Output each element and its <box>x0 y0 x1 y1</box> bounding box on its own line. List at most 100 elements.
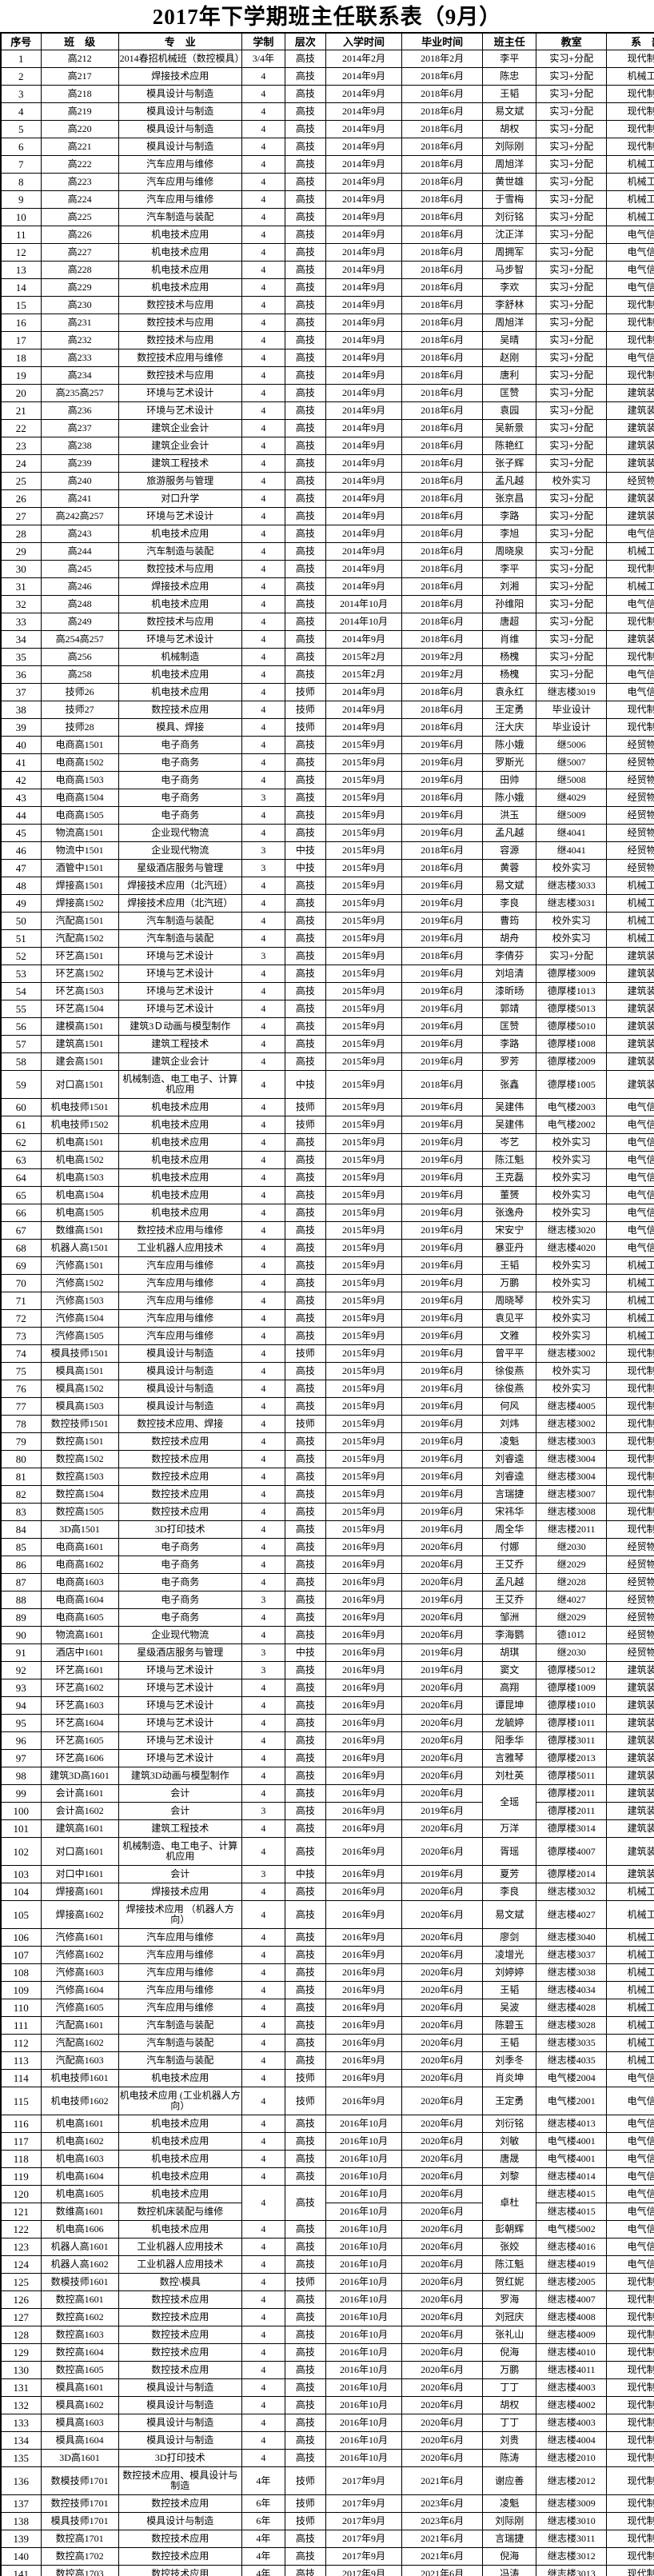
table-cell: 现代制造 <box>606 1468 654 1486</box>
table-cell: 4 <box>241 525 285 543</box>
table-cell: 焊接高1601 <box>40 1883 119 1901</box>
table-cell: 2019年6月 <box>401 1397 484 1416</box>
table-cell: 继志楼4013 <box>536 2115 608 2133</box>
table-cell: 高技 <box>284 1503 326 1521</box>
table-cell: 4 <box>241 190 285 209</box>
table-cell: 2019年6月 <box>401 1292 484 1310</box>
table-cell: 谭昆坤 <box>482 1696 537 1715</box>
table-cell: 2014年9月 <box>325 560 403 578</box>
table-cell: 高技 <box>284 613 326 631</box>
table-row: 18 高233 数控技术应用与维修 4 高技 2014年9月 2018年6月 赵刚 实习+分配电… <box>0 349 654 367</box>
table-cell: 2018年6月 <box>401 120 484 138</box>
table-cell: 2018年6月 <box>401 630 484 649</box>
table-cell: 校外实习 <box>536 1168 608 1187</box>
table-cell: 实习+分配 <box>536 613 608 631</box>
table-cell: 焊接技术应用（北汽班） <box>118 877 242 895</box>
table-cell: 51 <box>0 929 42 948</box>
table-cell: 技师 <box>284 2273 326 2291</box>
table-cell: 19 <box>0 366 42 385</box>
table-cell: 机电技术应用 <box>118 2220 242 2239</box>
table-cell: 105 <box>0 1900 42 1929</box>
table-cell: 实习+分配 <box>536 648 608 666</box>
table-cell: 2016年9月 <box>325 1819 403 1838</box>
table-cell: 高技 <box>284 401 326 420</box>
table-cell: 继4027 <box>536 1591 608 1609</box>
table-cell: 高技 <box>284 1963 326 1982</box>
table-cell: 技师 <box>284 2512 326 2530</box>
table-row: 4高219模具设计与制造4高技2014年9月2018年6月易文斌实习+分配现代制… <box>0 102 654 121</box>
table-cell: 焊接技术应用 <box>118 67 242 86</box>
table-cell: 4 <box>0 102 42 121</box>
table-cell: 2019年2月 <box>401 648 484 666</box>
table-cell: 2016年9月 <box>325 1626 403 1644</box>
table-cell: 胡舟 <box>482 929 537 948</box>
table-row: 17高232数控技术与应用4高技2014年9月2018年6月吴晴实习+分配现代制… <box>0 331 654 349</box>
table-cell: 易文斌 <box>482 877 537 895</box>
table-cell: 4 <box>241 982 285 1000</box>
table-cell: 2018年6月 <box>401 472 484 490</box>
table-cell: 2019年6月 <box>401 965 484 983</box>
table-cell: 实习+分配 <box>536 630 608 649</box>
table-cell: 吴波 <box>482 1999 537 2017</box>
table-cell: 2018年6月 <box>401 947 484 965</box>
table-cell: 4 <box>241 1503 285 1521</box>
table-cell: 李旭 <box>482 525 537 543</box>
table-cell: 2016年9月 <box>325 2051 403 2070</box>
table-cell: 张姣 <box>482 2238 537 2256</box>
table-cell: 陈小娥 <box>482 736 537 754</box>
table-cell: 数控技术应用 <box>118 2290 242 2309</box>
table-cell: 电气信息 <box>606 243 654 262</box>
table-cell: 2020年6月 <box>401 1696 484 1715</box>
table-cell: 高技 <box>284 1883 326 1901</box>
table-cell: 2015年9月 <box>325 1035 403 1053</box>
table-cell: 2018年6月 <box>401 401 484 420</box>
table-cell: 建筑装饰 <box>606 982 654 1000</box>
table-cell: 继志楼3019 <box>536 683 608 701</box>
table-cell: 数控技术应用与维修 <box>118 1221 242 1240</box>
table-cell: 2014年10月 <box>325 613 403 631</box>
table-cell: 2016年10月 <box>325 2414 403 2432</box>
table-cell: 机电高1502 <box>40 1151 119 1169</box>
table-cell: 会计 <box>118 1865 242 1883</box>
table-cell: 2020年6月 <box>401 2308 484 2326</box>
table-cell: 2016年9月 <box>325 2016 403 2035</box>
table-cell: 刘湘 <box>482 577 537 596</box>
table-cell: 2020年6月 <box>401 1556 484 1574</box>
table-cell: 刘际刚 <box>482 138 537 156</box>
table-cell: 2016年9月 <box>325 1608 403 1627</box>
table-cell: 现代制造 <box>606 1415 654 1433</box>
table-cell: 数控\模具 <box>118 2273 242 2291</box>
table-cell: 141 <box>0 2565 42 2576</box>
table-cell: 环境与艺术设计 <box>118 401 242 420</box>
table-cell: 4 <box>241 648 285 666</box>
table-row: 30高245数控技术与应用4高技2014年9月2018年6月李平实习+分配现代制… <box>0 560 654 578</box>
table-cell: 4 <box>241 542 285 561</box>
table-cell: 4 <box>241 2290 285 2309</box>
table-cell: 2019年6月 <box>401 1661 484 1679</box>
table-cell: 2019年6月 <box>401 1052 484 1071</box>
table-cell: 德厚楼1008 <box>536 1035 608 1053</box>
table-cell: 言瑞捷 <box>482 2530 537 2548</box>
table-cell: 机电高1501 <box>40 1133 119 1152</box>
table-cell: 高技 <box>284 1450 326 1468</box>
table-cell: 4 <box>241 1963 285 1982</box>
table-cell: 罗海 <box>482 2290 537 2309</box>
table-cell: 2020年6月 <box>401 2132 484 2151</box>
table-cell: 技师 <box>284 1415 326 1433</box>
table-cell: 高技 <box>284 2449 326 2467</box>
table-cell: 机械工程 <box>606 1981 654 1999</box>
table-cell: 高技 <box>284 1626 326 1644</box>
table-cell: 2016年10月 <box>325 2273 403 2291</box>
table-cell: 数控高1702 <box>40 2547 119 2566</box>
table-row: 21高236环境与艺术设计4高技2014年9月2018年6月袁园实习+分配建筑装… <box>0 401 654 420</box>
table-cell: 4 <box>241 331 285 349</box>
table-cell: 2018年6月 <box>401 261 484 279</box>
table-cell: 高技 <box>284 2326 326 2344</box>
table-cell: 实习+分配 <box>536 525 608 543</box>
table-cell: 2018年6月 <box>401 560 484 578</box>
table-cell: 4 <box>241 314 285 332</box>
table-cell: 数控高1605 <box>40 2361 119 2379</box>
table-cell: 高235高257 <box>40 384 119 402</box>
table-cell: 德厚楼1013 <box>536 982 608 1000</box>
table-cell: 建筑装饰 <box>606 1802 654 1820</box>
